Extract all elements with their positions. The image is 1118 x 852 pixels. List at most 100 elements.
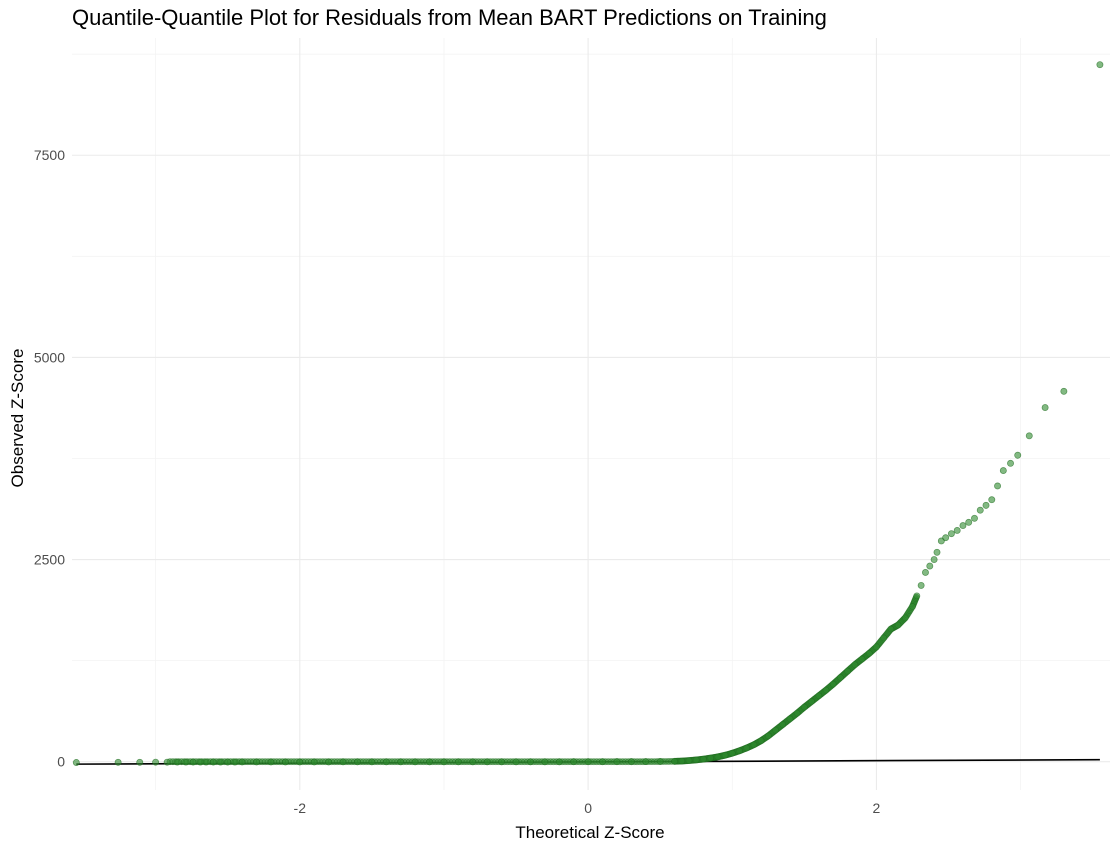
data-point [570,758,578,766]
data-point [793,709,801,717]
data-point [189,758,197,766]
data-point [527,758,534,766]
data-point [196,758,204,766]
data-point [173,758,181,766]
data-point [844,667,852,675]
data-point [454,758,462,766]
tick-labels: -2 0 2 0 2500 5000 7500 [34,147,881,816]
data-point [959,522,967,530]
data-point [865,649,873,657]
data-point [976,506,984,514]
dense-point-band [166,593,920,766]
y-tick-label: 5000 [34,349,65,365]
data-point [1025,432,1033,440]
data-point [1060,387,1068,395]
data-point [339,758,347,766]
data-point [714,753,722,761]
data-point [764,732,772,740]
data-point [829,680,837,688]
data-point [982,501,990,509]
data-point [736,747,743,755]
data-point [613,758,621,766]
data-point [426,758,433,766]
data-point [917,581,925,589]
data-point [947,530,955,538]
data-point [822,686,830,694]
data-point [310,758,318,766]
x-tick-label: 2 [873,800,881,816]
data-point [707,754,715,762]
data-point [894,621,902,629]
data-point [114,758,122,766]
data-point [1041,404,1049,411]
data-point [926,562,934,570]
data-point [671,757,679,765]
y-axis-title: Observed Z-Score [8,349,27,488]
data-point [779,721,787,728]
data-point [988,496,996,504]
data-point [909,602,916,610]
data-point [800,703,808,711]
data-point [851,661,859,669]
data-point [750,741,758,749]
data-point [858,655,866,663]
data-point [728,749,736,757]
data-point [873,643,880,651]
data-point [808,698,816,705]
data-point [163,758,171,766]
data-point [786,715,794,723]
data-point [440,758,448,766]
data-point [281,758,289,766]
data-point [411,758,419,766]
data-point [498,758,506,766]
data-point [772,726,779,734]
data-point [757,737,765,745]
data-points [72,61,1104,766]
y-tick-label: 2500 [34,552,65,568]
data-point [325,758,333,766]
data-point [555,758,563,766]
data-point [942,534,950,542]
data-point [913,592,921,600]
data-point [836,674,844,682]
data-point [922,569,929,576]
data-point [933,548,941,556]
data-point [887,625,895,633]
data-point [1007,459,1014,467]
y-tick-label: 7500 [34,147,65,163]
data-point [368,758,376,766]
data-point [202,758,210,766]
data-point [930,556,938,563]
data-point [354,758,361,766]
data-point [1096,61,1104,69]
data-point [965,518,973,526]
data-point [382,758,390,766]
data-point [627,758,635,766]
data-point [136,758,144,766]
data-point [815,692,823,700]
data-point [541,758,549,766]
data-point [953,526,961,534]
data-point [397,758,405,766]
data-point [700,755,707,763]
data-point [231,758,239,766]
data-point [224,758,232,766]
data-point [296,758,304,766]
data-point [880,634,888,642]
data-point [152,758,160,766]
data-point [599,758,606,766]
data-point [642,758,650,765]
data-point [999,467,1007,475]
data-point [692,756,700,764]
data-point [971,514,978,522]
data-point [209,758,217,766]
data-point [217,758,224,766]
data-point [678,757,686,765]
data-point [685,757,693,765]
x-tick-label: 0 [584,800,592,816]
data-point [512,758,520,766]
gridlines [72,38,1110,790]
data-point [743,744,751,752]
data-point [267,758,275,766]
data-point [1014,451,1022,459]
